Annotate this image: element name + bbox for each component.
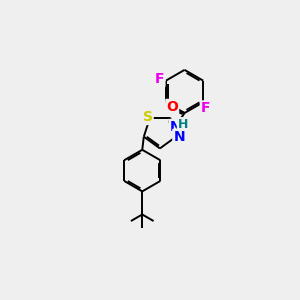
Text: F: F <box>201 101 210 116</box>
Text: F: F <box>155 72 164 86</box>
Text: H: H <box>178 118 188 131</box>
Text: N: N <box>173 130 185 144</box>
Text: N: N <box>169 120 181 134</box>
Text: S: S <box>142 110 153 124</box>
Text: O: O <box>166 100 178 114</box>
